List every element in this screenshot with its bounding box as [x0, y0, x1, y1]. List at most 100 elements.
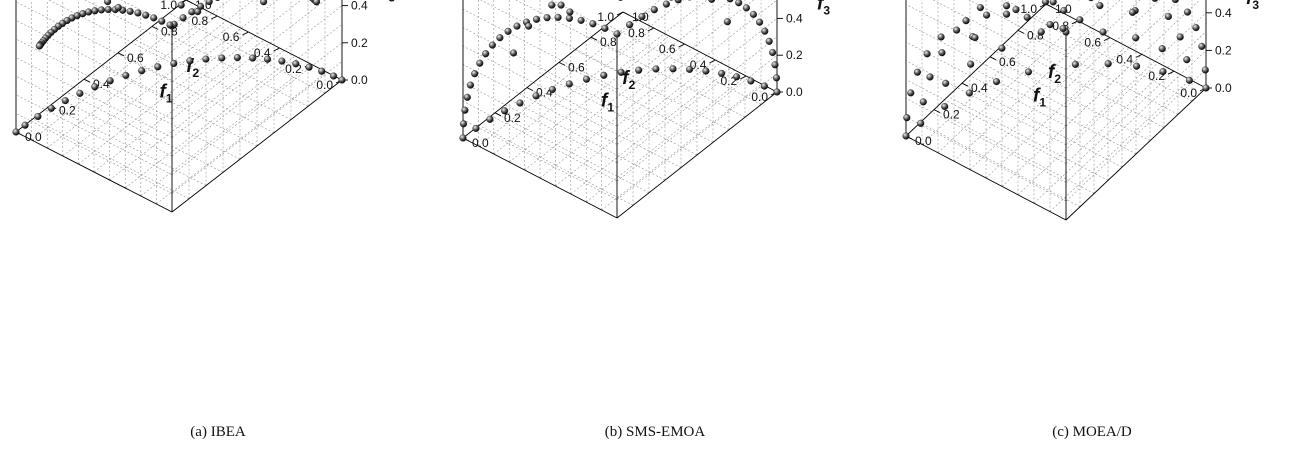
- data-point: [150, 14, 158, 22]
- data-point: [472, 124, 480, 132]
- data-point: [1049, 0, 1057, 6]
- axis-edge: [1045, 3, 1207, 89]
- tick-label-f3: 0.2: [786, 48, 803, 62]
- axis-frame: [15, 0, 343, 213]
- data-point: [463, 93, 471, 101]
- data-point: [202, 55, 210, 63]
- axis-title-f1: f1: [601, 91, 614, 115]
- gridline-floor: [494, 112, 650, 194]
- tick-label-f3: 0.0: [1215, 81, 1232, 95]
- data-point: [674, 0, 682, 4]
- data-point: [1041, 0, 1050, 6]
- tick-label-f2: 0.6: [659, 42, 676, 56]
- tick-label-f2: 1.0: [160, 0, 177, 12]
- data-point: [686, 65, 694, 73]
- axis-edge-f2: [905, 135, 1067, 221]
- tick-mark-f1: [961, 82, 969, 87]
- gridline-floor: [478, 125, 634, 206]
- data-point: [617, 68, 625, 76]
- gridline-wall-f2: [15, 1, 173, 83]
- gridline-floor: [953, 28, 1095, 162]
- tick-mark-f1: [989, 56, 997, 61]
- data-points: [12, 0, 346, 136]
- data-point: [104, 5, 112, 14]
- data-point: [1024, 68, 1033, 76]
- data-point: [589, 20, 597, 28]
- data-point: [1201, 66, 1209, 74]
- gridline-wall-f1: [1065, 0, 1141, 70]
- tick-mark-f1: [1017, 29, 1025, 34]
- gridline-wall-f2: [48, 0, 173, 64]
- data-point: [1071, 60, 1079, 68]
- data-point: [919, 98, 927, 106]
- data-points: [902, 0, 1210, 140]
- tick-mark-f2: [647, 27, 655, 32]
- data-point: [1183, 8, 1192, 16]
- data-point: [582, 75, 591, 83]
- data-point: [312, 0, 321, 6]
- tick-mark-f1: [933, 109, 941, 114]
- chart-sms-emoa: 0.00.20.40.60.81.00.00.20.40.60.81.00.00…: [459, 0, 830, 219]
- tick-label-f3: 0.2: [351, 36, 368, 50]
- data-point: [104, 0, 112, 6]
- data-point: [1096, 2, 1104, 10]
- gridline-wall-f1: [616, 0, 684, 53]
- gridline-wall-f1: [1065, 0, 1101, 33]
- data-point: [1046, 21, 1054, 29]
- data-point: [557, 1, 565, 9]
- data-point: [61, 97, 69, 105]
- gridline-wall-f1: [1065, 0, 1201, 127]
- axis-edge-f1: [616, 91, 778, 219]
- tick-mark-f1: [526, 87, 534, 92]
- tick-label-f2: 0.0: [751, 90, 768, 104]
- data-point: [1037, 28, 1045, 36]
- tick-label-f2: 0.6: [223, 30, 240, 44]
- data-point: [669, 65, 677, 73]
- axis-title-f2: f2: [186, 56, 199, 80]
- axis-edge-f1: [171, 79, 343, 213]
- data-point: [158, 17, 166, 25]
- gridline-floor: [493, 27, 654, 155]
- tick-label-f3: 0.0: [351, 73, 368, 87]
- tick-label-f2: 0.8: [192, 14, 209, 28]
- data-point: [747, 77, 755, 85]
- data-point: [218, 54, 226, 62]
- data-point: [903, 114, 911, 122]
- data-point: [177, 1, 185, 9]
- gridline-floor: [1049, 79, 1191, 212]
- gridline-wall-f1: [616, 36, 778, 164]
- data-point: [1132, 34, 1140, 42]
- data-point: [1158, 45, 1166, 53]
- gridline-floor: [539, 51, 701, 179]
- axis-edge-f2: [15, 131, 173, 213]
- tick-mark-f1: [185, 0, 193, 4]
- gridline-wall-f2: [462, 45, 618, 127]
- data-point: [662, 0, 670, 8]
- tick-label-f3: 0.4: [351, 0, 368, 13]
- data-point: [941, 102, 949, 111]
- tick-label-f1: 0.2: [943, 108, 960, 122]
- data-point: [967, 60, 975, 68]
- data-point: [106, 77, 114, 85]
- panel-ibea: 0.00.20.40.60.81.00.00.20.40.60.81.00.00…: [0, 0, 436, 453]
- tick-mark-f2: [739, 75, 747, 80]
- data-point: [765, 37, 773, 45]
- data-point: [513, 22, 521, 30]
- tick-mark-f1: [558, 61, 566, 66]
- tick-label-f1: 0.8: [600, 35, 617, 49]
- gridline-floor: [168, 12, 326, 94]
- data-point: [138, 67, 146, 75]
- data-point: [1076, 16, 1084, 24]
- tick-label-f3: 0.4: [1215, 6, 1232, 20]
- tick-label-f2: 1.0: [1020, 2, 1037, 16]
- data-point: [1198, 42, 1206, 50]
- tick-label-f2: 0.0: [316, 78, 333, 92]
- data-point: [907, 89, 915, 97]
- data-point: [702, 67, 710, 75]
- chart-ibea: 0.00.20.40.60.81.00.00.20.40.60.81.00.00…: [12, 0, 395, 213]
- tick-label-f1: 0.4: [536, 86, 553, 100]
- grid: [905, 0, 1207, 212]
- data-point: [723, 18, 731, 26]
- data-point: [769, 48, 777, 57]
- gridline-floor: [921, 12, 1063, 145]
